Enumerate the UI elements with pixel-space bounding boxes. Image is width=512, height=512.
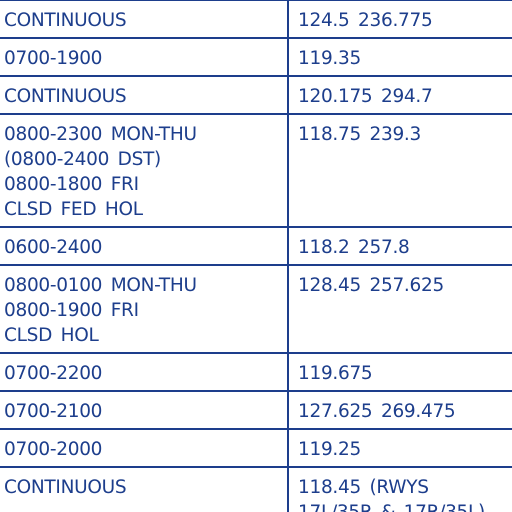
frequency-cell: 120.175 294.7	[288, 75, 512, 115]
frequency-line: 118.75 239.3	[298, 124, 421, 145]
hours-line: 0800-0100 MON-THU	[4, 275, 197, 296]
frequency-line: 127.625 269.475	[298, 401, 456, 422]
hours-line: CLSD FED HOL	[4, 199, 143, 220]
frequency-line: 128.45 257.625	[298, 275, 444, 296]
hours-line: 0700-2200	[4, 363, 103, 384]
frequency-cell: 128.45 257.625	[288, 264, 512, 354]
hours-line: 0800-1800 FRI	[4, 174, 139, 195]
frequency-cell: 119.25	[288, 428, 512, 468]
frequency-cell: 119.675	[288, 352, 512, 392]
hours-cell: 0700-2200	[0, 352, 289, 392]
table-row: 0800-0100 MON-THU 0800-1900 FRI CLSD HOL…	[0, 264, 512, 354]
hours-line: CONTINUOUS	[4, 10, 127, 31]
table-row: CONTINUOUS 118.45 (RWYS 17L/35R & 17R/35…	[0, 466, 512, 512]
hours-cell: CONTINUOUS	[0, 0, 289, 39]
hours-cell: 0700-2000	[0, 428, 289, 468]
hours-cell: 0800-0100 MON-THU 0800-1900 FRI CLSD HOL	[0, 264, 289, 354]
hours-cell: 0800-2300 MON-THU (0800-2400 DST) 0800-1…	[0, 113, 289, 228]
frequency-cell: 118.45 (RWYS 17L/35R & 17R/35L) 124.3 (R…	[288, 466, 512, 512]
hours-cell: CONTINUOUS	[0, 75, 289, 115]
hours-line: 0700-1900	[4, 48, 103, 69]
hours-cell: 0600-2400	[0, 226, 289, 266]
hours-cell: CONTINUOUS	[0, 466, 289, 512]
frequency-line: 17L/35R & 17R/35L)	[298, 500, 512, 512]
frequency-line: 119.675	[298, 363, 373, 384]
hours-line: 0800-2300 MON-THU	[4, 124, 197, 145]
table-row: 0700-2000 119.25	[0, 428, 512, 468]
hours-line: CONTINUOUS	[4, 86, 127, 107]
frequency-cell: 119.35	[288, 37, 512, 77]
hours-line: 0600-2400	[4, 237, 103, 258]
frequency-cell: 118.75 239.3	[288, 113, 512, 228]
hours-line: 0700-2000	[4, 439, 103, 460]
table-row: 0700-2200 119.675	[0, 352, 512, 392]
hours-cell: 0700-1900	[0, 37, 289, 77]
frequency-line: 124.5 236.775	[298, 10, 433, 31]
table-row: 0700-2100 127.625 269.475	[0, 390, 512, 430]
frequency-line: 118.45 (RWYS	[298, 477, 429, 498]
hours-line: CONTINUOUS	[4, 477, 127, 498]
table-row: 0600-2400 118.2 257.8	[0, 226, 512, 266]
frequency-line: 118.2 257.8	[298, 237, 410, 258]
hours-line: (0800-2400 DST)	[4, 149, 161, 170]
table-row: 0800-2300 MON-THU (0800-2400 DST) 0800-1…	[0, 113, 512, 228]
hours-line: 0700-2100	[4, 401, 103, 422]
frequency-line: 119.25	[298, 439, 361, 460]
frequency-cell: 118.2 257.8	[288, 226, 512, 266]
frequency-cell: 124.5 236.775	[288, 0, 512, 39]
frequency-line: 119.35	[298, 48, 361, 69]
hours-line: CLSD HOL	[4, 325, 99, 346]
table-row: CONTINUOUS 124.5 236.775	[0, 0, 512, 39]
hours-cell: 0700-2100	[0, 390, 289, 430]
table-row: 0700-1900 119.35	[0, 37, 512, 77]
hours-line: 0800-1900 FRI	[4, 300, 139, 321]
frequency-line: 120.175 294.7	[298, 86, 433, 107]
table-row: CONTINUOUS 120.175 294.7	[0, 75, 512, 115]
frequency-cell: 127.625 269.475	[288, 390, 512, 430]
